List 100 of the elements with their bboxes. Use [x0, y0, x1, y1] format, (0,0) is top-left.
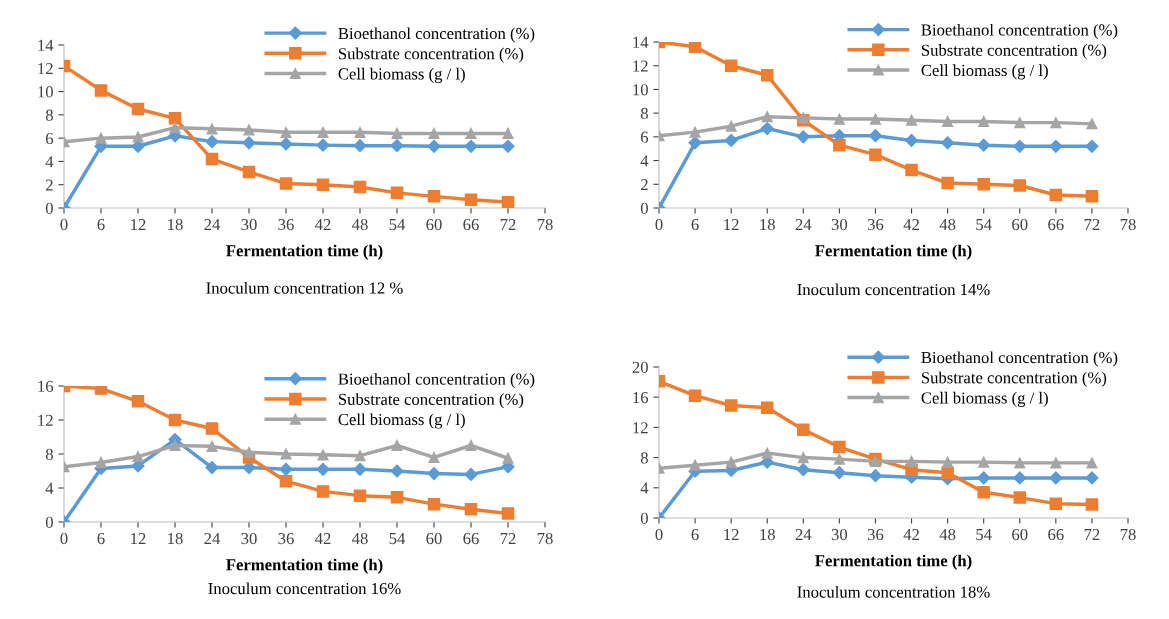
y-tick-label: 6 — [640, 131, 649, 143]
x-tick-label: 36 — [278, 218, 294, 231]
point — [316, 138, 330, 152]
point — [206, 123, 218, 135]
point — [905, 455, 918, 467]
point — [689, 126, 701, 138]
point — [941, 136, 955, 150]
x-tick-label: 48 — [351, 532, 368, 545]
y-tick-label: 12 — [38, 63, 53, 75]
point — [427, 139, 441, 153]
point — [427, 190, 441, 203]
point — [391, 439, 403, 452]
x-tick-label: 24 — [204, 218, 221, 230]
point — [724, 133, 738, 148]
point — [1013, 179, 1027, 192]
point — [688, 389, 702, 402]
point — [95, 456, 107, 469]
point — [465, 439, 477, 452]
point — [390, 186, 404, 200]
legend-label: Cell biomass (g / l) — [338, 67, 465, 83]
x-tick-label: 54 — [389, 533, 406, 545]
point — [390, 464, 404, 478]
point — [427, 466, 441, 481]
point — [688, 136, 702, 150]
text: Inoculum concentration 16% — [208, 582, 401, 595]
point — [242, 461, 256, 475]
x-tick-label: 72 — [500, 218, 516, 230]
y-tick-label: 4 — [640, 482, 649, 494]
x-tick-label: 12 — [724, 528, 739, 540]
point — [242, 165, 256, 179]
point — [1086, 457, 1098, 469]
point — [428, 451, 440, 463]
x-tick-label: 42 — [314, 532, 331, 544]
x-tick-label: 78 — [1120, 218, 1136, 231]
legend-label: Bioethanol concentration (%) — [921, 23, 1118, 39]
point — [169, 439, 181, 452]
point — [390, 491, 404, 504]
x-tick-label: 30 — [831, 528, 848, 541]
y-tick-label: 12 — [633, 422, 648, 434]
y-tick-label: 14 — [633, 36, 649, 48]
point — [978, 115, 990, 127]
x-tick-label: 24 — [795, 218, 812, 230]
point — [132, 131, 144, 143]
point — [761, 447, 773, 459]
legend-label: Bioethanol concentration (%) — [338, 27, 535, 43]
point — [1014, 457, 1026, 469]
point — [833, 113, 845, 125]
x-tick-label: 72 — [500, 532, 516, 544]
point — [1085, 139, 1099, 153]
x-tick-label: 12 — [131, 218, 146, 230]
y-tick-label: 4 — [640, 155, 649, 167]
legend-label: Substrate concentration (%) — [338, 47, 524, 63]
point — [354, 126, 366, 138]
point — [464, 193, 478, 207]
x-tick-label: 60 — [426, 218, 442, 231]
point — [1050, 457, 1062, 469]
x-tick-label: 42 — [314, 218, 331, 230]
point — [1013, 139, 1027, 153]
point — [243, 446, 255, 458]
x-tick-label: 66 — [463, 532, 479, 545]
legend-label: Cell biomass (g / l) — [921, 64, 1048, 80]
x-tick-label: 18 — [760, 528, 775, 541]
point — [205, 461, 219, 475]
x-tick-label: 72 — [1084, 528, 1100, 540]
point — [280, 448, 292, 460]
point — [279, 137, 293, 151]
y-tick-label: 14 — [38, 39, 54, 51]
point — [761, 111, 773, 123]
point — [316, 462, 330, 476]
point — [501, 195, 515, 208]
point — [1085, 498, 1099, 511]
x-tick-label: 24 — [795, 528, 812, 540]
text: Inoculum concentration 18% — [797, 585, 990, 598]
point — [725, 456, 737, 468]
x-tick-label: 6 — [97, 532, 105, 545]
point — [833, 453, 845, 465]
point — [280, 126, 292, 138]
point — [724, 59, 738, 72]
point — [131, 395, 145, 408]
point — [977, 486, 990, 499]
x-tick-label: 78 — [1120, 528, 1136, 541]
point — [464, 139, 478, 153]
point — [354, 450, 366, 462]
x-axis-title: Fermentation time (h) — [815, 554, 972, 570]
x-tick-label: 36 — [278, 532, 294, 545]
x-tick-label: 18 — [168, 532, 183, 545]
point — [905, 163, 918, 177]
point — [760, 68, 774, 82]
y-tick-label: 6 — [45, 132, 54, 145]
point — [169, 122, 181, 134]
point — [501, 507, 515, 520]
x-tick-label: 0 — [60, 218, 68, 231]
point — [977, 138, 991, 152]
point — [205, 422, 219, 435]
x-tick-label: 54 — [976, 219, 992, 231]
y-tick-label: 8 — [45, 448, 53, 460]
x-tick-label: 12 — [131, 532, 146, 544]
point — [353, 462, 367, 476]
point — [316, 485, 330, 498]
point — [317, 126, 329, 138]
